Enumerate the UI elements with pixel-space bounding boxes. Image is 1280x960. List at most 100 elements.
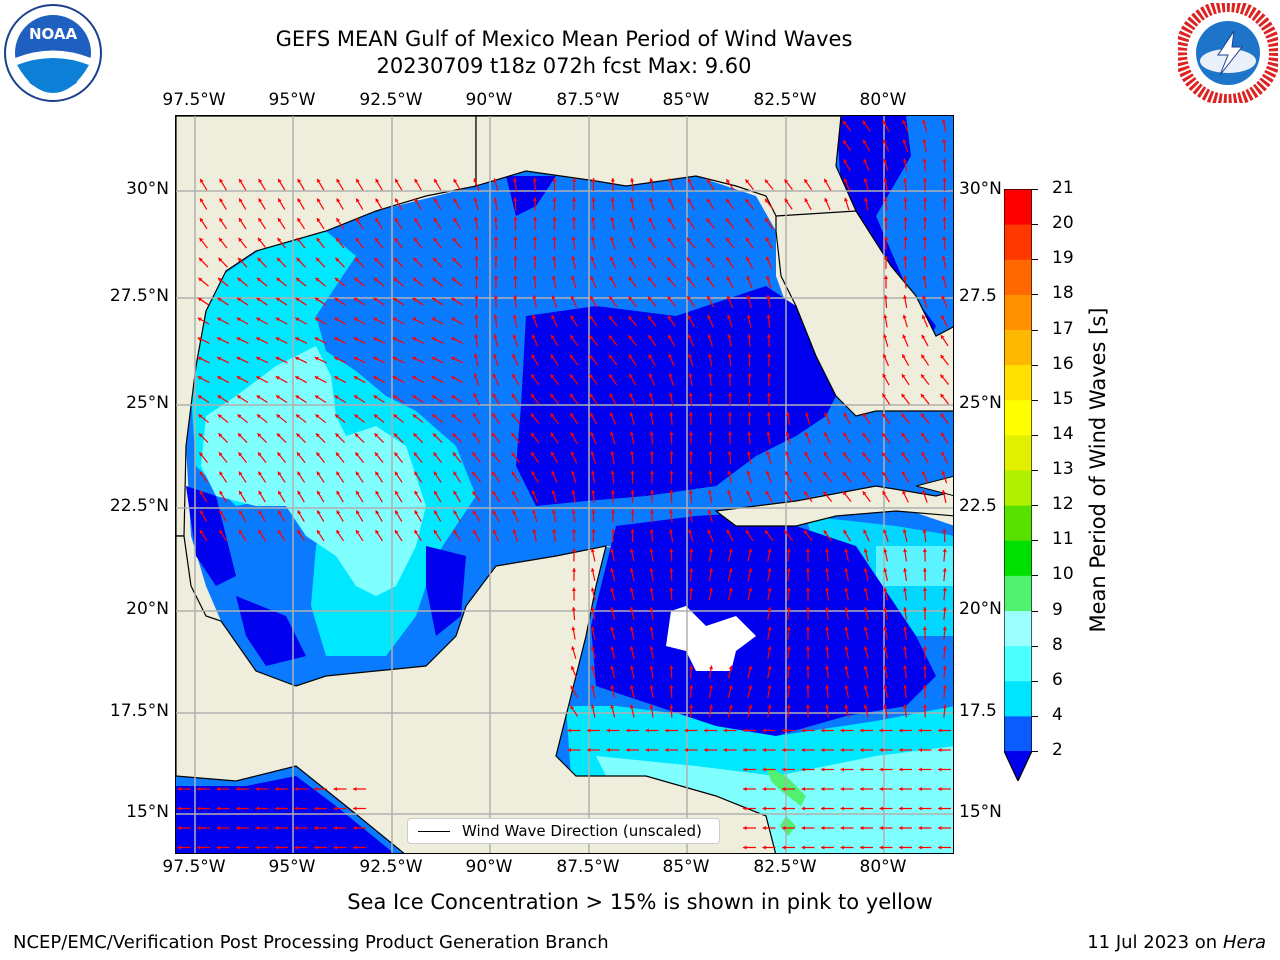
direction-arrowhead [591, 509, 596, 513]
direction-arrowhead [609, 296, 613, 301]
colorbar-tick-label: 15 [1052, 388, 1074, 409]
direction-arrowhead [801, 825, 805, 831]
direction-arrowhead [824, 412, 829, 417]
direction-arrowhead [473, 217, 479, 221]
direction-arrowhead [746, 276, 751, 281]
direction-arrowhead [571, 490, 576, 494]
direction-arrowhead [707, 490, 712, 494]
direction-arrowhead [217, 297, 222, 302]
direction-arrowhead [899, 806, 903, 811]
direction-arrowhead [453, 198, 458, 203]
direction-arrowhead [745, 218, 750, 223]
direction-arrowhead [785, 431, 790, 436]
direction-arrowhead [590, 587, 595, 592]
direction-arrowhead [689, 587, 694, 592]
direction-arrowhead [453, 490, 458, 495]
deep-zone-caribbean [591, 511, 936, 736]
direction-arrowhead [451, 337, 456, 342]
direction-arrowhead [177, 786, 181, 792]
direction-arrowhead [767, 685, 772, 689]
direction-arrowhead [451, 317, 456, 322]
direction-arrowhead [667, 237, 672, 242]
direction-arrowhead [765, 198, 769, 203]
direction-arrowhead [551, 315, 556, 320]
direction-arrowhead [452, 433, 457, 438]
direction-arrowhead [314, 317, 319, 322]
direction-arrowhead [493, 197, 498, 202]
colorbar-segment [1004, 364, 1032, 401]
direction-arrowhead [883, 158, 888, 163]
direction-arrowhead [687, 276, 691, 281]
direction-arrowhead [942, 529, 947, 533]
direction-arrowhead [218, 452, 223, 457]
direction-arrowhead [219, 510, 224, 515]
direction-arrowhead [879, 728, 883, 733]
direction-arrowhead [552, 197, 557, 201]
direction-arrowhead [863, 704, 868, 709]
direction-arrowhead [277, 452, 282, 457]
direction-arrowhead [922, 275, 927, 280]
direction-arrowhead [630, 451, 635, 455]
direction-arrowhead [451, 356, 456, 361]
colorbar-tick [1032, 645, 1038, 647]
direction-arrowhead [767, 568, 772, 572]
map-panel[interactable] [175, 115, 954, 854]
direction-arrowhead [355, 530, 360, 535]
direction-arrowhead [843, 159, 848, 164]
direction-arrowhead [883, 334, 888, 339]
direction-arrowhead [821, 767, 825, 772]
direction-arrowhead [276, 433, 281, 438]
direction-arrowhead [765, 256, 770, 261]
direction-arrowhead [942, 665, 947, 670]
direction-arrowhead [412, 297, 417, 302]
direction-arrowhead [294, 825, 298, 831]
direction-arrowhead [550, 413, 555, 418]
direction-arrowhead [589, 315, 594, 320]
direction-arrowhead [610, 587, 615, 592]
direction-arrowhead [571, 548, 577, 552]
direction-arrowhead [823, 491, 828, 496]
direction-arrowhead [200, 198, 204, 203]
direction-arrowhead [706, 237, 711, 242]
direction-arrowhead [453, 218, 458, 223]
colorbar-segment [1004, 680, 1032, 717]
direction-arrowhead [860, 825, 864, 831]
direction-arrowhead [938, 747, 942, 753]
direction-arrowhead [669, 704, 674, 709]
direction-arrowhead [648, 257, 652, 262]
direction-arrowhead [474, 295, 479, 299]
direction-arrowhead [630, 178, 635, 182]
direction-arrowhead [881, 432, 886, 437]
direction-arrowhead [473, 178, 478, 183]
direction-arrowhead [453, 510, 458, 515]
direction-arrowhead [392, 337, 397, 342]
direction-arrowhead [531, 432, 535, 437]
direction-arrowhead [649, 431, 654, 436]
direction-arrowhead [844, 568, 849, 572]
direction-arrowhead [355, 218, 360, 223]
direction-arrowhead [316, 237, 321, 242]
direction-arrowhead [177, 825, 181, 831]
direction-arrowhead [493, 178, 498, 183]
direction-arrowhead [668, 334, 672, 339]
direction-arrowhead [219, 530, 224, 535]
direction-arrowhead [899, 786, 903, 792]
direction-arrowhead [629, 704, 634, 709]
direction-arrowhead [414, 490, 419, 495]
direction-arrowhead [589, 393, 594, 398]
direction-arrowhead [767, 704, 772, 709]
wind-wave-direction-arrows [177, 119, 951, 850]
direction-arrowhead [902, 120, 907, 125]
direction-arrowhead [883, 587, 888, 592]
direction-arrowhead [412, 317, 417, 322]
direction-arrowhead [942, 607, 947, 611]
direction-arrowhead [392, 356, 397, 361]
direction-arrowhead [706, 198, 711, 203]
colorbar-tick-label: 4 [1052, 704, 1063, 725]
direction-arrowhead [706, 218, 711, 223]
direction-arrowhead [531, 490, 536, 495]
direction-arrowhead [590, 665, 595, 670]
direction-arrowhead [513, 295, 518, 299]
direction-arrowhead [922, 587, 927, 591]
direction-arrowhead [748, 568, 753, 573]
